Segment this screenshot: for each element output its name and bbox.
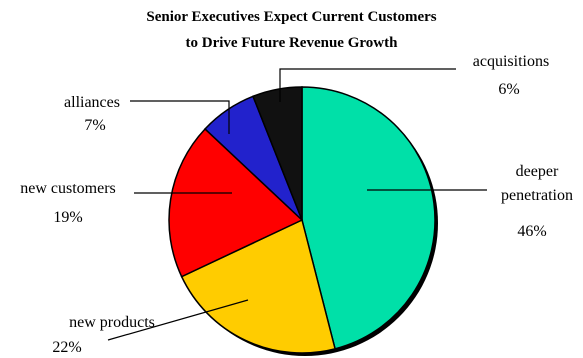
leader-line-alliances [130,100,230,134]
pie-slice-new-products [180,218,336,354]
chart-title-line-1: Senior Executives Expect Current Custome… [146,9,437,25]
leader-line-new-products [107,299,249,341]
slice-label-deeper-penetration-1: deeper [516,163,559,180]
slice-value-deeper-penetration: 46% [517,223,546,240]
slice-label-acquisitions: acquisitions [473,53,549,70]
pie-slice-new-customers [168,127,304,278]
slice-label-deeper-penetration-2: penetration [501,187,573,204]
pie-slice-acquisitions [252,86,303,221]
slice-label-alliances: alliances [64,94,120,111]
leader-line-acquisitions [279,68,456,102]
slice-value-new-products: 22% [52,339,81,356]
slice-value-new-customers: 19% [53,209,82,226]
pie-slice-deeper-penetration [301,86,436,350]
slice-value-alliances: 7% [84,117,105,134]
slice-label-new-products: new products [69,314,155,331]
slice-label-new-customers: new customers [20,180,116,197]
chart-title-line-2: to Drive Future Revenue Growth [185,35,398,51]
slice-value-acquisitions: 6% [498,81,519,98]
